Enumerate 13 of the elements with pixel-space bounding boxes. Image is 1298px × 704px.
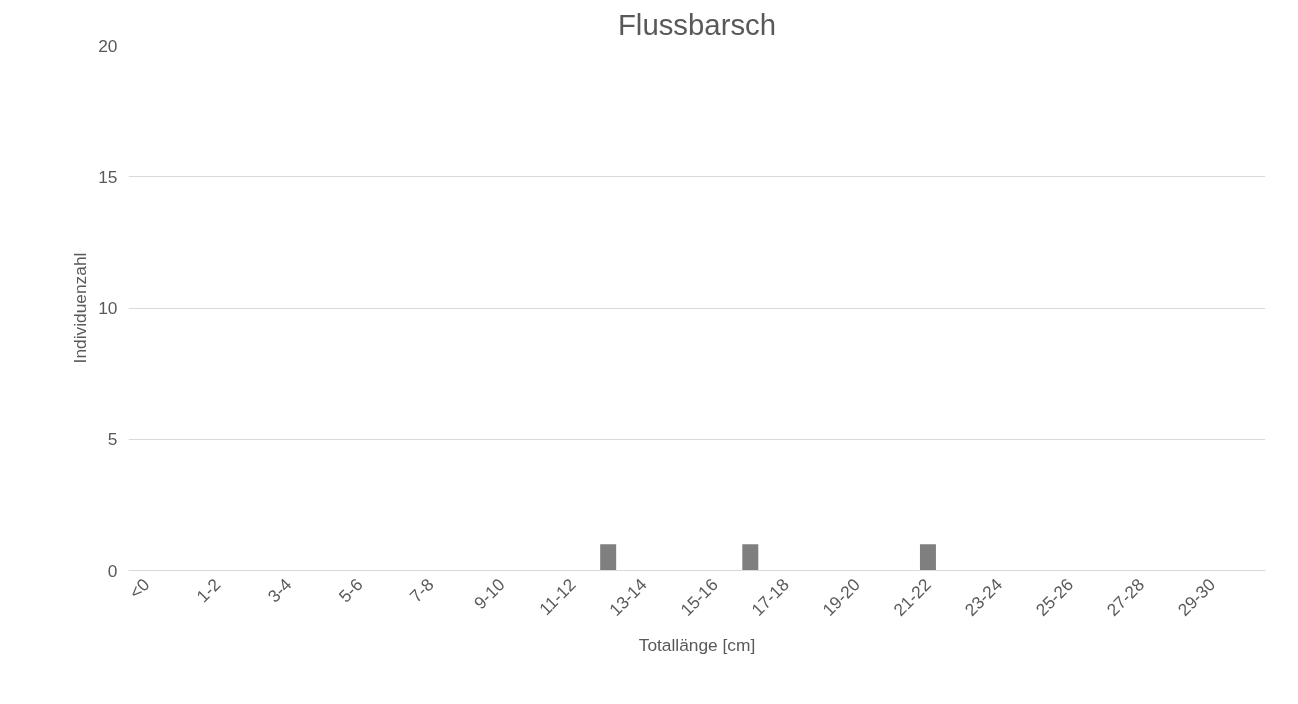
y-tick-label: 15 [98,166,118,187]
y-axis-title: Individuenzahl [70,252,91,364]
chart-title: Flussbarsch [617,7,777,41]
x-tick-label: 5-6 [334,574,367,607]
x-tick-label: <0 [125,574,154,603]
x-tick-label: 7-8 [405,574,438,607]
x-axis-title: Totallänge [cm] [638,634,756,655]
x-tick-label: 1-2 [192,574,225,607]
y-tick-label: 5 [107,429,118,450]
y-tick-label: 20 [98,35,118,56]
y-tick-label: 10 [98,298,118,318]
y-tick-label: 0 [107,560,118,581]
x-tick-label: 3-4 [263,574,296,607]
